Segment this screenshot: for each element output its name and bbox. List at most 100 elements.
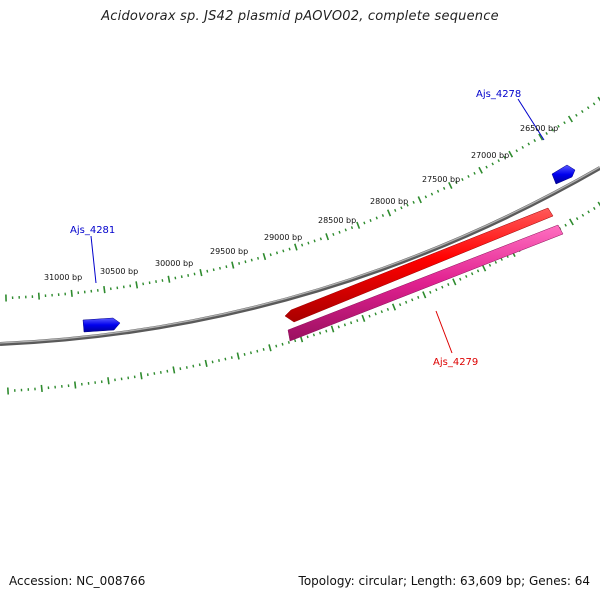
- tick-label-28500: 28500 bp: [318, 216, 356, 225]
- outer-ring-major-tick: [325, 233, 330, 241]
- inner-ring-major-tick: [330, 325, 335, 333]
- inner-ring-major-tick: [481, 264, 487, 272]
- inner-ring-minor-tick: [386, 307, 390, 311]
- inner-ring-minor-tick: [179, 367, 182, 371]
- inner-ring-minor-tick: [435, 288, 438, 292]
- inner-ring-minor-tick: [294, 339, 297, 343]
- inner-ring-minor-tick: [159, 370, 162, 374]
- outer-ring-minor-tick: [473, 171, 476, 175]
- outer-ring-minor-tick: [461, 177, 464, 182]
- inner-ring-minor-tick: [398, 303, 402, 307]
- map-title: Acidovorax sp. JS42 plasmid pAOVO02, com…: [101, 9, 499, 24]
- inner-ring-major-tick: [139, 372, 143, 380]
- inner-ring-major-tick: [107, 377, 110, 385]
- inner-ring-minor-tick: [218, 359, 220, 362]
- outer-ring-major-tick: [262, 252, 267, 261]
- outer-ring-minor-tick: [269, 253, 272, 257]
- inner-ring-minor-tick: [581, 213, 585, 217]
- gene-label-ajs-4281: Ajs_4281: [70, 225, 115, 236]
- outer-ring-minor-tick: [455, 181, 458, 184]
- outer-ring-minor-tick: [436, 189, 440, 193]
- inner-ring-minor-tick: [153, 372, 156, 375]
- inner-ring-minor-tick: [312, 333, 315, 337]
- outer-ring-minor-tick: [412, 200, 415, 204]
- outer-ring-major-tick: [37, 292, 40, 300]
- plasmid-backbone: [0, 166, 600, 346]
- outer-ring-minor-tick: [375, 216, 378, 220]
- inner-ring-minor-tick: [441, 285, 444, 289]
- outer-ring-minor-tick: [257, 256, 260, 260]
- inner-ring-minor-tick: [319, 331, 322, 335]
- outer-ring-major-tick: [199, 269, 203, 277]
- outer-ring-major-tick: [508, 150, 514, 158]
- outer-ring-major-tick: [538, 133, 544, 141]
- tick-label-30500: 30500 bp: [100, 267, 138, 276]
- outer-ring-minor-tick: [430, 192, 434, 196]
- inner-ring-minor-tick: [564, 223, 567, 227]
- inner-ring-minor-tick: [405, 300, 408, 304]
- outer-ring-minor-tick: [503, 155, 506, 159]
- outer-ring-major-tick: [103, 285, 106, 294]
- outer-ring-minor-tick: [533, 139, 536, 143]
- outer-ring-major-tick: [386, 209, 392, 217]
- outer-ring-minor-tick: [313, 239, 316, 243]
- leader-line-ajs-4279: [435, 310, 453, 354]
- outer-ring-minor-tick: [142, 282, 145, 286]
- outer-ring-major-tick: [417, 196, 422, 204]
- outer-ring-major-tick: [70, 289, 73, 297]
- inner-ring-major-tick: [422, 291, 427, 299]
- inner-ring-major-tick: [172, 366, 176, 374]
- inner-ring-minor-tick: [470, 272, 474, 276]
- inner-ring-major-tick: [391, 303, 397, 311]
- accession-text: Accession: NC_008766: [9, 574, 146, 588]
- inner-ring-minor-tick: [494, 260, 498, 264]
- outer-ring-minor-tick: [581, 110, 584, 113]
- inner-ring-minor-tick: [306, 335, 309, 339]
- inner-ring-minor-tick: [281, 342, 284, 346]
- outer-ring-minor-tick: [282, 249, 285, 253]
- inner-ring-major-tick: [204, 359, 208, 367]
- inner-ring-major-tick: [40, 384, 43, 392]
- outer-ring-major-tick: [567, 115, 573, 123]
- outer-ring-minor-tick: [187, 273, 190, 277]
- inner-ring-minor-tick: [476, 269, 480, 273]
- outer-ring-minor-tick: [394, 208, 397, 212]
- inner-ring-minor-tick: [465, 274, 468, 278]
- outer-ring-minor-tick: [319, 237, 322, 241]
- inner-ring-minor-tick: [488, 263, 492, 267]
- tick-label-30000: 30000 bp: [155, 259, 193, 268]
- outer-ring-major-tick: [294, 243, 298, 251]
- outer-ring-minor-tick: [491, 162, 494, 166]
- outer-ring-minor-tick: [350, 226, 354, 230]
- outer-ring-minor-tick: [155, 280, 157, 284]
- inner-ring-minor-tick: [374, 312, 377, 316]
- inner-ring-major-tick: [569, 218, 574, 226]
- gene-ajs-4278-arrow[interactable]: [551, 164, 576, 185]
- outer-ring-minor-tick: [592, 102, 596, 106]
- outer-ring-minor-tick: [515, 149, 519, 153]
- inner-ring-major-tick: [74, 381, 77, 389]
- gene-label-ajs-4278: Ajs_4278: [476, 89, 521, 100]
- inner-ring-minor-tick: [198, 363, 201, 367]
- outer-ring-minor-tick: [307, 241, 310, 245]
- outer-ring-minor-tick: [557, 124, 560, 128]
- gene-ajs-4281-arrow[interactable]: [82, 317, 121, 333]
- inner-ring-minor-tick: [500, 257, 503, 261]
- gene-ajs-4279-arrow[interactable]: [284, 207, 554, 323]
- tick-label-26500: 26500 bp: [520, 124, 558, 133]
- pink-feature-bar[interactable]: [287, 224, 564, 342]
- outer-ring-minor-tick: [225, 265, 228, 269]
- inner-ring-minor-tick: [275, 344, 278, 348]
- inner-ring-minor-tick: [368, 314, 371, 318]
- outer-ring-minor-tick: [406, 203, 409, 207]
- outer-ring-minor-tick: [161, 279, 164, 282]
- inner-ring-minor-tick: [243, 352, 246, 356]
- inner-ring-minor-tick: [211, 360, 214, 364]
- tick-label-27500: 27500 bp: [422, 175, 460, 184]
- outer-ring-minor-tick: [497, 159, 500, 163]
- outer-ring-minor-tick: [545, 132, 548, 135]
- outer-ring-minor-tick: [250, 258, 253, 262]
- outer-ring-minor-tick: [485, 165, 488, 169]
